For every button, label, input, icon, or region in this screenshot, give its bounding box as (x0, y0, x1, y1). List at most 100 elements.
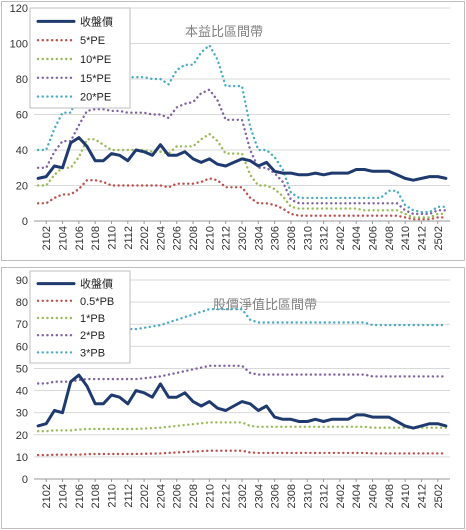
x-tick-label: 2206 (172, 226, 184, 250)
x-tick-label: 2110 (106, 484, 118, 508)
x-tick-label: 2312 (319, 484, 331, 508)
x-tick-label: 2210 (204, 226, 216, 250)
x-tick-label: 2412 (416, 484, 428, 508)
x-tick-label: 2212 (221, 226, 233, 250)
series-line (36, 421, 448, 433)
y-tick-label: 20 (16, 181, 28, 193)
x-tick-label: 2108 (90, 484, 102, 508)
series-line (36, 373, 448, 430)
y-tick-label: 120 (10, 3, 28, 15)
y-tick-label: 80 (16, 297, 28, 309)
legend-label: 10*PE (80, 54, 111, 66)
x-tick-label: 2502 (433, 484, 445, 508)
legend-label: 15*PE (80, 73, 111, 85)
y-tick-label: 20 (16, 430, 28, 442)
x-tick-label: 2204 (155, 484, 167, 508)
legend-label: 收盤價 (80, 277, 113, 291)
x-tick-label: 2208 (188, 484, 200, 508)
x-tick-label: 2202 (139, 226, 151, 250)
x-tick-label: 2212 (221, 484, 233, 508)
x-tick-label: 2208 (188, 226, 200, 250)
legend-label: 收盤價 (80, 14, 113, 28)
legend-label: 1*PB (80, 313, 105, 325)
x-tick-label: 2410 (400, 484, 412, 508)
x-tick-label: 2112 (123, 484, 135, 508)
y-tick-label: 0 (22, 474, 28, 486)
legend-label: 2*PB (80, 330, 105, 342)
legend-box (29, 7, 131, 109)
x-tick-label: 2104 (58, 226, 70, 250)
x-tick-label: 2306 (270, 484, 282, 508)
x-tick-label: 2206 (172, 484, 184, 508)
chart-title: 股價淨值比區間帶 (213, 297, 317, 312)
series-line (36, 449, 448, 457)
x-tick-label: 2412 (416, 226, 428, 250)
x-tick-label: 2306 (270, 226, 282, 250)
x-tick-label: 2302 (237, 484, 249, 508)
x-tick-label: 2204 (155, 226, 167, 250)
y-tick-label: 30 (16, 408, 28, 420)
x-tick-label: 2404 (351, 226, 363, 250)
chart-title: 本益比區間帶 (185, 24, 263, 39)
series-line (36, 308, 448, 337)
x-tick-label: 2106 (74, 226, 86, 250)
legend: 收盤價 0.5*PB 1*PB 2*PB 3*PB (29, 270, 131, 364)
series-line (36, 44, 448, 214)
x-tick-label: 2408 (384, 226, 396, 250)
x-tick-label: 2310 (302, 226, 314, 250)
legend-label: 0.5*PB (80, 296, 114, 308)
x-tick-label: 2404 (351, 484, 363, 508)
x-tick-label: 2502 (433, 226, 445, 250)
x-tick-label: 2304 (253, 484, 265, 508)
x-tick-label: 2112 (123, 226, 135, 250)
y-tick-label: 80 (16, 74, 28, 86)
x-tick-label: 2406 (368, 484, 380, 508)
y-tick-label: 10 (16, 452, 28, 464)
legend-label: 5*PE (80, 35, 105, 47)
x-tick-label: 2406 (368, 226, 380, 250)
legend-label: 20*PE (80, 92, 111, 104)
y-tick-label: 50 (16, 363, 28, 375)
y-tick-label: 0 (22, 216, 28, 228)
y-tick-label: 70 (16, 319, 28, 331)
legend-label: 3*PB (80, 347, 105, 359)
x-tick-label: 2110 (106, 226, 118, 250)
x-tick-label: 2102 (41, 226, 53, 250)
x-tick-label: 2106 (74, 484, 86, 508)
x-tick-label: 2408 (384, 484, 396, 508)
x-tick-label: 2104 (58, 484, 70, 508)
series-line (36, 88, 448, 216)
x-tick-label: 2210 (204, 484, 216, 508)
chart-frame (1, 267, 465, 529)
y-tick-label: 60 (16, 341, 28, 353)
series-line (36, 136, 448, 182)
y-tick-label: 40 (16, 145, 28, 157)
x-tick-label: 2202 (139, 484, 151, 508)
pb-band-chart-panel: 0 10 20 30 40 50 60 70 80 90 2102 2104 2106 2108 2110 2… (0, 266, 466, 530)
y-axis: 0 10 20 30 40 50 60 70 80 90 (16, 275, 28, 486)
x-tick-label: 2308 (286, 484, 298, 508)
series-line (36, 132, 448, 219)
x-tick-label: 2108 (90, 226, 102, 250)
series-line (36, 364, 448, 385)
x-tick-label: 2102 (41, 484, 53, 508)
y-tick-label: 60 (16, 110, 28, 122)
x-tick-label: 2308 (286, 226, 298, 250)
y-tick-label: 90 (16, 275, 28, 287)
y-tick-label: 40 (16, 386, 28, 398)
series-line (36, 177, 448, 221)
x-tick-label: 2310 (302, 484, 314, 508)
chart-frame (1, 1, 465, 261)
legend: 收盤價 5*PE 10*PE 15*PE 20*PE (29, 7, 131, 109)
y-axis: 0 20 40 60 80 100 120 (10, 3, 28, 228)
legend-box (29, 270, 131, 364)
x-tick-label: 2402 (335, 226, 347, 250)
x-axis: 2102 2104 2106 2108 2110 2112 2202 2204 2206 2208… (41, 221, 445, 250)
x-tick-label: 2312 (319, 226, 331, 250)
y-tick-label: 100 (10, 39, 28, 51)
x-axis: 2102 2104 2106 2108 2110 2112 2202 2204 2206 2208… (41, 479, 445, 508)
x-tick-label: 2402 (335, 484, 347, 508)
x-tick-label: 2302 (237, 226, 249, 250)
